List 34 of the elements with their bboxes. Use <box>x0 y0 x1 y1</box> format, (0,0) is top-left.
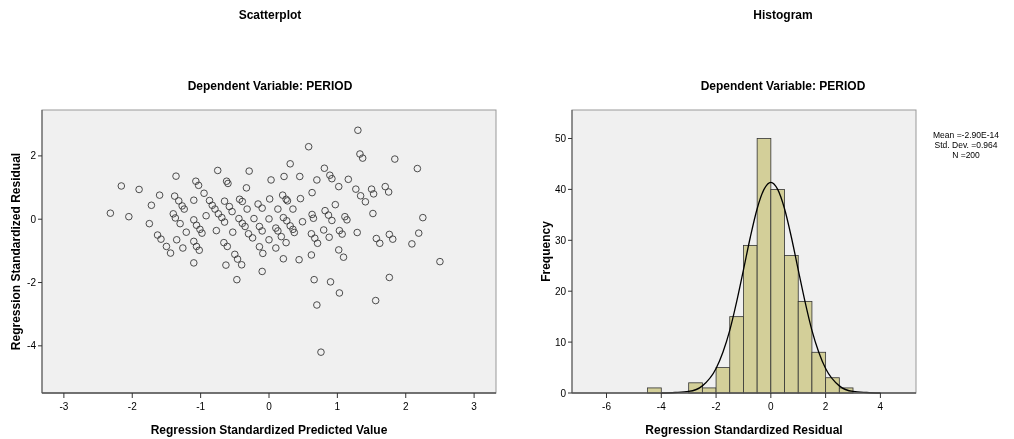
text: Std. Dev. =0.964 <box>934 140 998 150</box>
y-axis-title: Frequency <box>539 220 553 282</box>
x-axis-title: Regression Standardized Predicted Value <box>150 423 388 437</box>
x-tick-label: -3 <box>59 401 69 412</box>
y-tick-label: 2 <box>30 150 37 162</box>
x-tick-label: 2 <box>822 401 829 412</box>
y-tick-label: 0 <box>30 213 37 225</box>
y-tick-label: 50 <box>554 133 567 144</box>
y-tick-label: -4 <box>27 340 37 352</box>
x-tick-label: 3 <box>471 401 478 412</box>
y-tick-label: 10 <box>554 336 567 348</box>
chart-subtitle: Dependent Variable: PERIOD <box>187 79 353 93</box>
text: N =200 <box>952 150 981 160</box>
chart-subtitle: Dependent Variable: PERIOD <box>700 79 866 93</box>
y-tick-label: 20 <box>554 285 567 297</box>
text: Mean =-2.90E-14 <box>933 130 1000 140</box>
x-tick-label: -2 <box>711 401 721 412</box>
x-tick-label: 4 <box>877 401 884 412</box>
x-tick-label: -2 <box>127 401 138 412</box>
x-tick-label: -6 <box>602 401 612 412</box>
x-tick-label: -1 <box>196 401 206 412</box>
x-tick-label: 0 <box>768 401 775 412</box>
chart-title: Histogram <box>753 8 813 22</box>
y-tick-label: 40 <box>554 183 567 195</box>
chart-title: Scatterplot <box>238 8 302 22</box>
x-axis-title: Regression Standardized Residual <box>645 423 843 437</box>
y-tick-label: -2 <box>27 277 37 289</box>
y-axis-title: Regression Standardized Residual <box>9 152 23 351</box>
y-tick-label: 30 <box>554 234 567 246</box>
x-tick-label: 0 <box>266 401 273 412</box>
x-tick-label: -4 <box>656 401 667 412</box>
x-tick-label: 2 <box>402 401 409 412</box>
x-tick-label: 1 <box>334 401 341 412</box>
y-tick-label: 0 <box>560 387 567 399</box>
